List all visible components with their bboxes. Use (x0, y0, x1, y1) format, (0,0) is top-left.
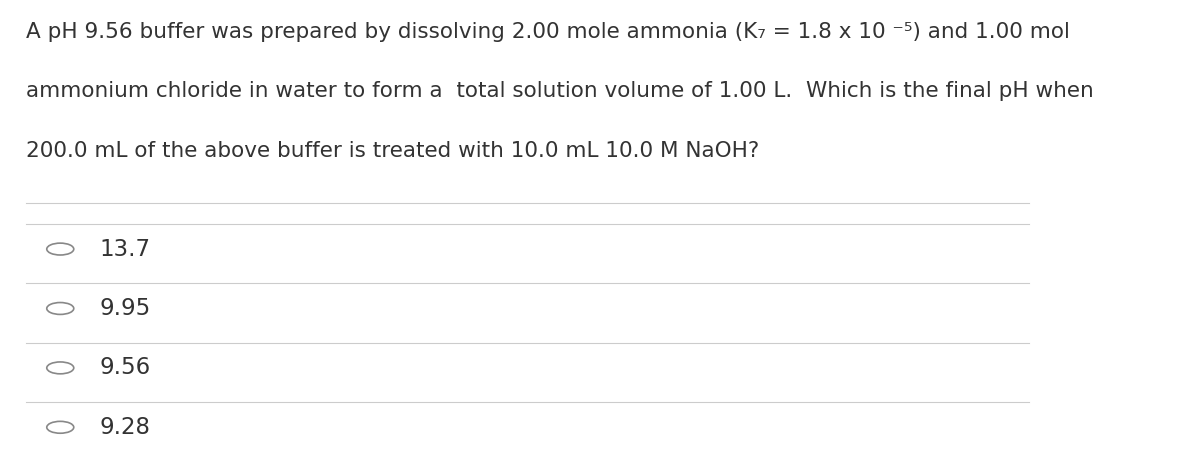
Text: 9.28: 9.28 (100, 416, 151, 439)
Text: 9.95: 9.95 (100, 297, 151, 320)
Text: ammonium chloride in water to form a  total solution volume of 1.00 L.  Which is: ammonium chloride in water to form a tot… (26, 81, 1093, 101)
Text: 9.56: 9.56 (100, 356, 151, 379)
Text: 13.7: 13.7 (100, 238, 151, 260)
Text: A pH 9.56 buffer was prepared by dissolving 2.00 mole ammonia (K₇ = 1.8 x 10 ⁻⁵): A pH 9.56 buffer was prepared by dissolv… (26, 22, 1070, 42)
Text: 200.0 mL of the above buffer is treated with 10.0 mL 10.0 M NaOH?: 200.0 mL of the above buffer is treated … (26, 141, 760, 161)
